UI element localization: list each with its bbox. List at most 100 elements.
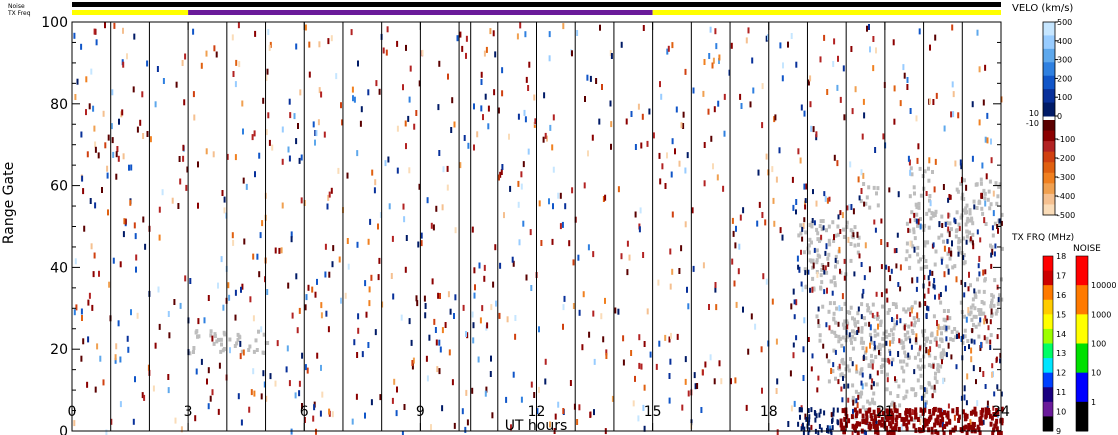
ground-scatter-cell xyxy=(867,364,871,368)
ground-scatter-cell xyxy=(871,397,874,402)
velocity-point xyxy=(626,269,629,276)
ground-scatter-cell xyxy=(836,232,840,237)
velocity-point xyxy=(965,239,968,245)
velocity-point xyxy=(696,383,699,389)
velocity-point xyxy=(384,160,387,167)
velocity-point xyxy=(485,46,488,53)
velocity-point xyxy=(839,229,842,234)
velocity-point xyxy=(610,121,613,128)
ground-scatter-cell xyxy=(935,379,939,384)
velocity-point xyxy=(702,90,705,97)
ground-scatter-cell xyxy=(808,223,812,228)
velocity-point xyxy=(856,231,859,238)
velocity-gap-label: -10 xyxy=(1026,119,1039,128)
ground-scatter-cell xyxy=(917,318,920,322)
bottom-band-cell xyxy=(945,421,949,427)
velocity-point xyxy=(102,110,105,117)
velocity-point xyxy=(93,252,96,259)
velocity-point xyxy=(843,383,846,389)
bottom-band-cell xyxy=(865,410,869,416)
velocity-point xyxy=(328,191,331,198)
x-axis-label: UT hours xyxy=(505,418,568,434)
noise-colorbar-frame xyxy=(1075,255,1089,432)
velocity-point xyxy=(527,148,530,155)
velocity-point xyxy=(941,359,943,365)
velocity-point xyxy=(544,132,547,139)
velocity-point xyxy=(368,300,371,307)
velocity-point xyxy=(551,144,554,151)
bottom-band-cell xyxy=(853,427,857,433)
velocity-point xyxy=(822,343,825,349)
ground-scatter-cell xyxy=(919,414,923,419)
ground-scatter-cell xyxy=(868,401,872,406)
ground-scatter-cell xyxy=(962,236,966,241)
velocity-point xyxy=(686,286,688,293)
velocity-point xyxy=(925,191,928,196)
ground-scatter-cell xyxy=(862,340,865,345)
ground-scatter-cell xyxy=(927,208,931,213)
velocity-point xyxy=(317,119,320,126)
bottom-band-cell xyxy=(908,412,912,418)
ground-scatter-cell xyxy=(892,326,896,331)
ground-scatter-cell xyxy=(853,337,857,342)
ground-scatter-cell xyxy=(985,336,989,341)
velocity-point xyxy=(913,246,916,253)
velocity-point xyxy=(830,368,833,374)
velocity-point xyxy=(609,100,612,107)
ground-scatter-cell xyxy=(942,309,946,313)
bottom-band-cell xyxy=(807,420,810,426)
velocity-point xyxy=(938,221,941,228)
velocity-point xyxy=(242,349,245,356)
ground-scatter-cell xyxy=(859,199,863,204)
velocity-point xyxy=(929,269,932,276)
ground-scatter-cell xyxy=(983,191,987,196)
velocity-point xyxy=(197,202,199,209)
ground-scatter-cell xyxy=(921,329,924,334)
ground-scatter-cell xyxy=(831,220,835,225)
ground-scatter-cell xyxy=(878,342,882,347)
txfreq-color-cell xyxy=(1043,328,1053,344)
velocity-point xyxy=(498,312,501,319)
velocity-point xyxy=(929,200,932,207)
velocity-point xyxy=(287,282,290,289)
velocity-point xyxy=(207,367,210,374)
velocity-point xyxy=(465,35,468,42)
velocity-point xyxy=(537,386,540,393)
velocity-point xyxy=(92,271,95,278)
velocity-point xyxy=(838,363,841,369)
velocity-point xyxy=(972,365,975,372)
ground-scatter-cell xyxy=(919,266,923,271)
velocity-point xyxy=(239,353,242,360)
bottom-band-cell xyxy=(909,416,913,422)
velocity-point xyxy=(873,219,876,225)
ground-scatter-cell xyxy=(938,326,942,331)
ground-scatter-cell xyxy=(849,228,853,233)
velocity-point xyxy=(587,244,590,251)
ground-scatter-cell xyxy=(990,313,994,318)
ground-scatter-cell xyxy=(970,317,974,322)
velocity-point xyxy=(192,91,195,98)
x-tick-label: 18 xyxy=(760,404,778,420)
velocity-point xyxy=(714,286,717,293)
ground-scatter-cell xyxy=(998,293,1002,298)
velocity-point xyxy=(525,274,528,281)
velocity-point xyxy=(986,400,989,406)
ground-scatter-cell xyxy=(971,297,975,302)
velocity-point xyxy=(986,137,989,144)
ground-scatter-cell xyxy=(859,368,863,373)
bottom-band-cell xyxy=(891,412,895,418)
velocity-point xyxy=(256,253,259,260)
bottom-band-cell xyxy=(932,410,936,416)
velocity-point xyxy=(331,411,334,418)
ground-scatter-cell xyxy=(820,227,824,232)
bottom-band-cell xyxy=(967,425,971,431)
velocity-point xyxy=(948,231,951,238)
velocity-point xyxy=(510,424,512,431)
bottom-band-cell xyxy=(897,426,901,432)
velocity-point xyxy=(543,92,546,99)
velocity-point xyxy=(841,293,844,300)
velocity-point xyxy=(423,295,426,302)
velocity-point xyxy=(775,338,778,345)
velocity-point xyxy=(990,263,993,269)
velocity-point xyxy=(115,151,118,158)
